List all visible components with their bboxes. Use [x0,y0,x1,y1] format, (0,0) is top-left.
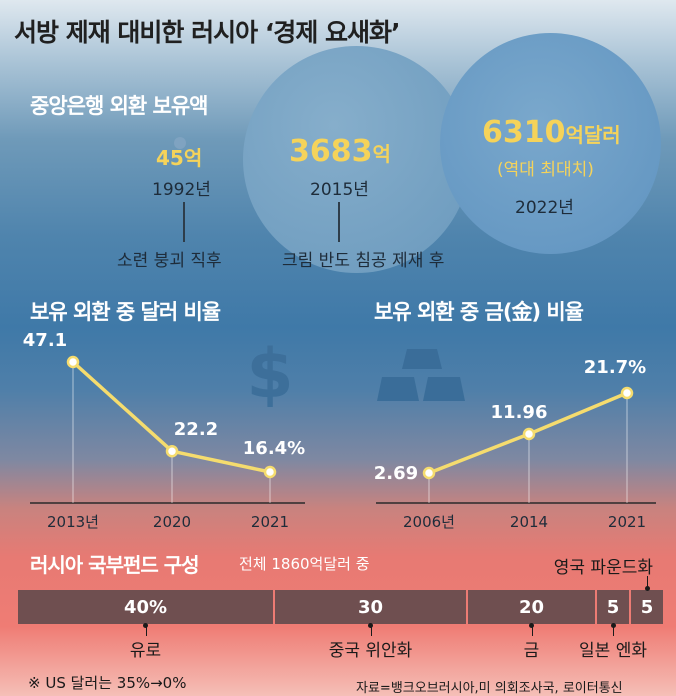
reserves-title: 중앙은행 외환 보유액 [30,94,209,118]
leader-2015 [338,202,340,242]
amount-2015: 3683억 [289,134,391,169]
dollar-icon: $ [246,337,293,407]
x-tick-label: 2006년 [403,513,455,531]
leader-line [647,576,648,588]
caption-2015: 크림 반도 침공 제재 후 [282,251,445,271]
main-title: 서방 제재 대비한 러시아 ‘경제 요새화’ [14,18,401,47]
data-point [620,386,634,400]
sovfund-title: 러시아 국부펀드 구성 [30,553,200,577]
data-label: 16.4% [243,438,305,459]
x-tick-label: 2021 [608,513,646,531]
leader-line [370,626,372,636]
amount-2022: 6310억달러 [482,115,621,150]
x-tick-label: 2021 [251,513,289,531]
gold-ratio-chart: 2006년 2014 2021 2.69 11.96 21.7% [374,357,656,531]
fund-segment: 30 [275,590,466,624]
data-label: 21.7% [584,357,646,378]
data-label: 2.69 [374,463,418,484]
sovfund-total: 전체 1860억달러 중 [239,555,370,573]
leader-dot [644,586,650,591]
data-point [66,355,80,369]
leader-line [145,626,147,636]
amount-2022-note: (역대 최대치) [497,160,594,180]
leader-dot [368,623,373,628]
data-point [165,444,179,458]
fund-segment: 20 [468,590,595,624]
leader-1992 [183,202,185,242]
dollar-ratio-title: 보유 외환 중 달러 비율 [30,300,221,324]
bubble-1992 [174,137,186,149]
data-point [263,465,277,479]
gold-bars-icon [377,349,465,401]
leader-line [613,626,614,636]
x-tick-label: 2014 [510,513,548,531]
x-tick-label: 2013년 [47,513,99,531]
year-2015: 2015년 [310,180,369,200]
svg-text:$: $ [246,337,293,407]
fund-segment: 5 [631,590,663,624]
fund-category-label: 중국 위안화 [328,641,413,661]
gold-ratio-title: 보유 외환 중 금(金) 비율 [374,300,584,324]
data-label: 47.1 [23,330,67,351]
fund-category-label: 영국 파운드화 [553,558,653,578]
year-2022: 2022년 [515,198,574,218]
leader-dot [610,623,616,628]
caption-1992: 소련 붕괴 직후 [117,251,222,271]
leader-line [531,626,533,636]
fund-category-label: 유로 [129,641,162,661]
fund-category-label: 금 [523,641,540,661]
amount-1992: 45억 [156,146,203,170]
leader-dot [143,623,148,628]
x-tick-label: 2020 [153,513,191,531]
fund-segment: 40% [18,590,273,624]
fund-category-label: 일본 엔화 [579,641,647,661]
fund-segment: 5 [597,590,629,624]
dollar-ratio-chart: 2013년 2020 2021 47.1 22.2 16.4% [23,330,305,531]
data-label: 11.96 [491,402,548,423]
leader-dot [529,623,534,628]
data-point [422,466,436,480]
bubble-2022 [440,33,661,254]
footnote: ※ US 달러는 35%→0% [28,674,187,692]
bubble-2015 [243,46,470,273]
source: 자료=뱅크오브러시아,미 의회조사국, 로이터통신 [356,681,623,696]
data-point [522,427,536,441]
year-1992: 1992년 [152,180,211,200]
data-label: 22.2 [174,419,218,440]
